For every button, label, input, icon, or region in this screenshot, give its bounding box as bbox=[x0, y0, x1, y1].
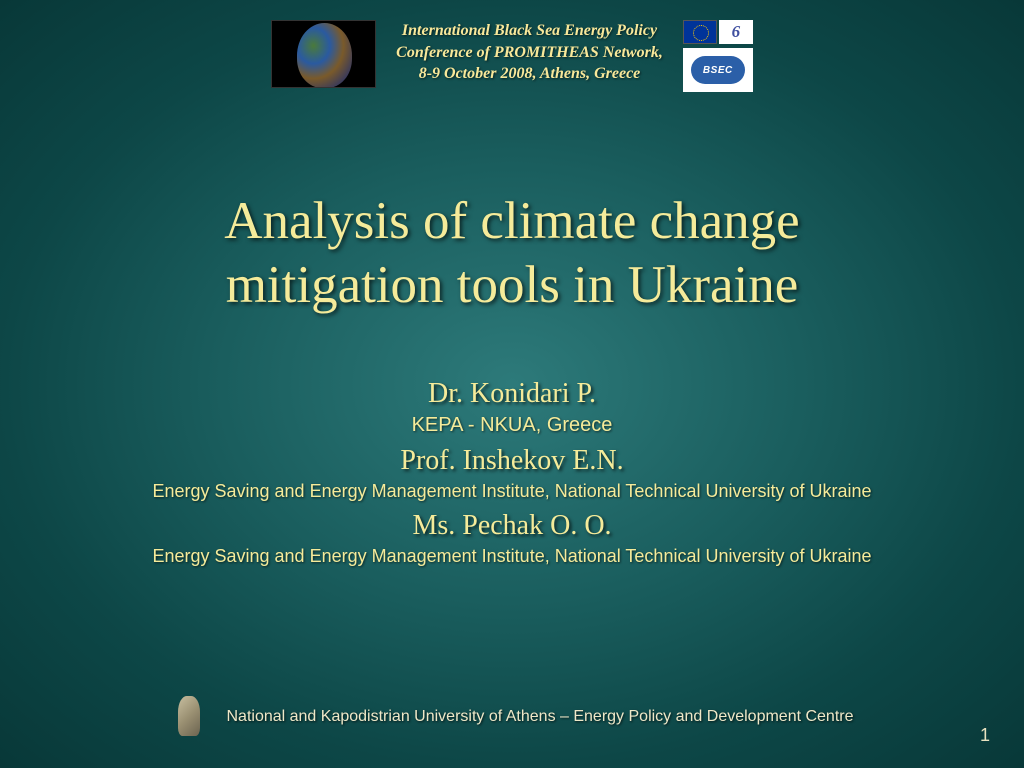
athena-statue-icon bbox=[170, 694, 210, 740]
logo-stack: 6 BSEC bbox=[683, 20, 753, 92]
author-affil-1: KEPA - NKUA, Greece bbox=[0, 414, 1024, 437]
main-title: Analysis of climate change mitigation to… bbox=[0, 190, 1024, 317]
title-line-2: mitigation tools in Ukraine bbox=[0, 254, 1024, 318]
footer-text: National and Kapodistrian University of … bbox=[226, 708, 853, 726]
logo-row-top: 6 bbox=[683, 20, 753, 44]
author-name-3: Ms. Pechak O. O. bbox=[0, 510, 1024, 542]
author-affil-3: Energy Saving and Energy Management Inst… bbox=[0, 546, 1024, 567]
author-name-1: Dr. Konidari P. bbox=[0, 378, 1024, 410]
bsec-logo: BSEC bbox=[683, 48, 753, 92]
footer: National and Kapodistrian University of … bbox=[0, 694, 1024, 740]
face-earth-image bbox=[271, 20, 376, 88]
page-number: 1 bbox=[980, 725, 990, 746]
author-name-2: Prof. Inshekov E.N. bbox=[0, 445, 1024, 477]
author-affil-2: Energy Saving and Energy Management Inst… bbox=[0, 481, 1024, 502]
header: International Black Sea Energy Policy Co… bbox=[0, 20, 1024, 92]
conf-line-1: International Black Sea Energy Policy bbox=[396, 20, 663, 42]
slide: International Black Sea Energy Policy Co… bbox=[0, 0, 1024, 768]
bsec-label: BSEC bbox=[691, 56, 745, 84]
eu-flag-icon bbox=[683, 20, 717, 44]
conf-line-3: 8-9 October 2008, Athens, Greece bbox=[396, 63, 663, 85]
fp6-logo-icon: 6 bbox=[719, 20, 753, 44]
title-line-1: Analysis of climate change bbox=[0, 190, 1024, 254]
conference-title: International Black Sea Energy Policy Co… bbox=[396, 20, 663, 85]
authors-block: Dr. Konidari P. KEPA - NKUA, Greece Prof… bbox=[0, 370, 1024, 567]
conf-line-2: Conference of PROMITHEAS Network, bbox=[396, 42, 663, 64]
